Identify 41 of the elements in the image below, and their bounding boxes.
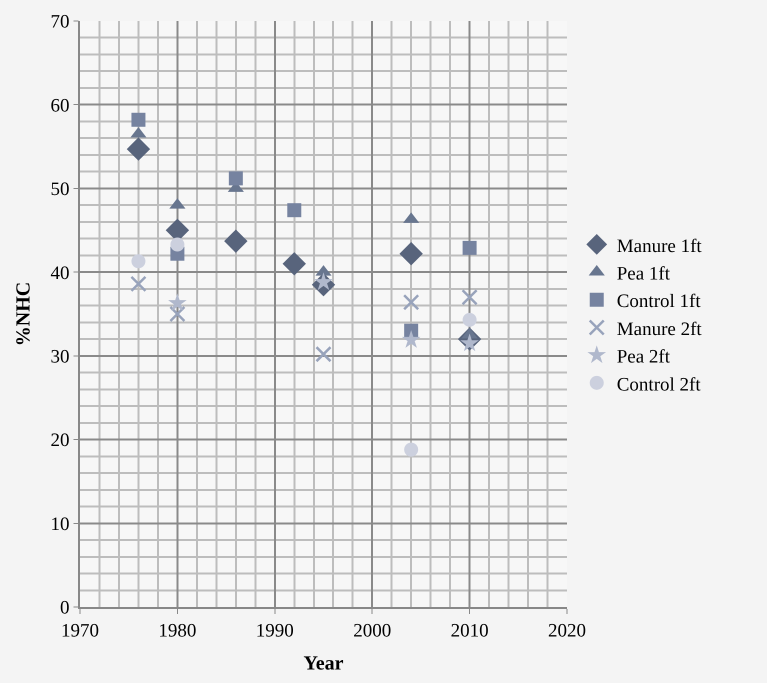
point bbox=[282, 252, 306, 276]
legend-label: Control 1ft bbox=[616, 291, 702, 312]
point bbox=[287, 203, 302, 218]
x-tick-label: 2000 bbox=[353, 620, 392, 642]
point bbox=[131, 112, 146, 127]
y-tick-label: 70 bbox=[50, 12, 70, 33]
point bbox=[130, 276, 147, 292]
point bbox=[131, 254, 146, 268]
point bbox=[461, 289, 478, 306]
y-tick-label: 30 bbox=[50, 346, 70, 368]
point bbox=[170, 238, 184, 252]
point bbox=[399, 242, 423, 266]
y-tick-label: 40 bbox=[50, 262, 70, 284]
legend-label: Manure 2ft bbox=[616, 318, 702, 340]
x-tick-label: 1980 bbox=[158, 620, 196, 642]
y-tick-label: 10 bbox=[50, 514, 70, 535]
point bbox=[462, 240, 477, 255]
point bbox=[228, 171, 243, 186]
point bbox=[168, 293, 187, 312]
point bbox=[402, 330, 420, 348]
y-tick-label: 60 bbox=[50, 95, 70, 116]
legend-label: Control 2ft bbox=[616, 374, 702, 396]
y-tick-label: 0 bbox=[60, 598, 70, 619]
y-tick-label: 20 bbox=[50, 430, 70, 452]
x-tick-label: 1990 bbox=[256, 620, 294, 642]
point bbox=[126, 137, 150, 161]
point bbox=[404, 442, 418, 457]
point bbox=[169, 306, 186, 322]
y-axis-title: %NHC bbox=[12, 282, 34, 346]
point bbox=[402, 294, 420, 311]
point bbox=[315, 346, 332, 362]
legend-label: Manure 1ft bbox=[616, 236, 702, 257]
point bbox=[462, 312, 477, 327]
legend-label: Pea 2ft bbox=[616, 346, 671, 368]
x-tick-label: 2010 bbox=[450, 620, 489, 642]
x-tick-label: 1970 bbox=[61, 620, 99, 642]
x-axis-title: Year bbox=[304, 652, 344, 675]
legend-label: Pea 1ft bbox=[616, 263, 671, 284]
point bbox=[224, 229, 248, 253]
x-tick-label: 2020 bbox=[548, 620, 586, 642]
y-tick-label: 50 bbox=[50, 179, 70, 200]
